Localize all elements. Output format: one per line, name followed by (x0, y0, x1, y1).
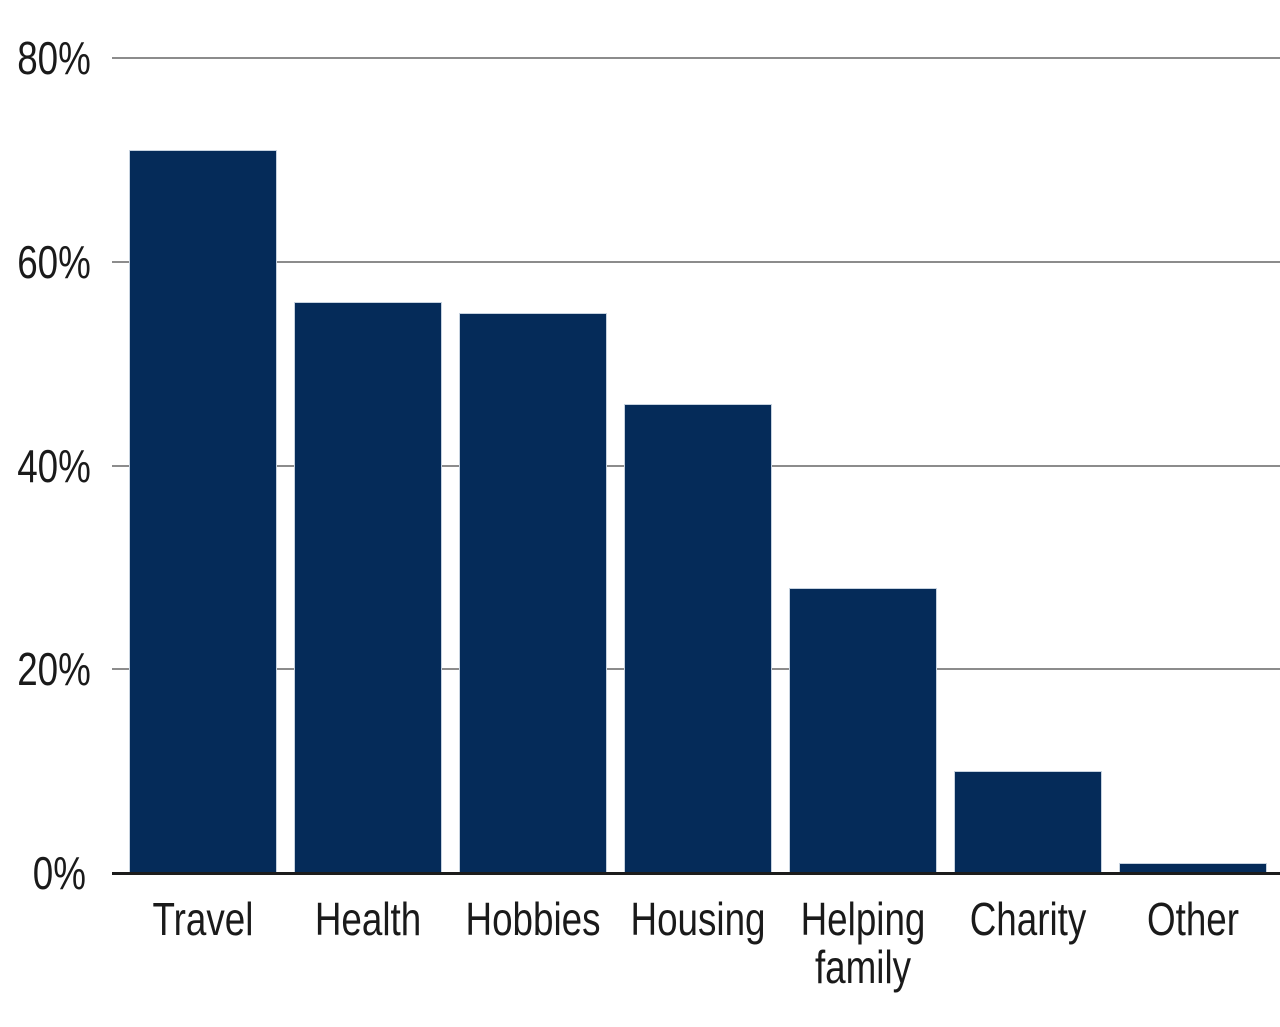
bar-travel (129, 150, 277, 873)
bar-helping-family (789, 588, 937, 873)
gridline-60-percent (112, 261, 1280, 263)
y-tick-label: 40% (17, 440, 91, 492)
bar-health (294, 302, 442, 873)
y-tick-label: 60% (17, 236, 91, 288)
y-tick-label: 0% (32, 847, 86, 899)
x-tick-label: Health (314, 893, 422, 945)
bar-charity (954, 771, 1102, 873)
bar-hobbies (459, 313, 607, 873)
x-tick-label: Charity (969, 893, 1087, 945)
bar-housing (624, 404, 772, 873)
bar-other (1119, 863, 1267, 873)
y-tick-label: 80% (17, 32, 91, 84)
x-tick-label: Other (1146, 893, 1240, 945)
x-tick-label: Travel (152, 893, 254, 945)
x-tick-label: Housing (630, 893, 766, 945)
x-tick-label: Helping family (800, 893, 926, 993)
x-axis-line (112, 872, 1280, 875)
x-tick-label: Hobbies (465, 893, 601, 945)
gridline-80-percent (112, 57, 1280, 59)
y-tick-label: 20% (17, 643, 91, 695)
